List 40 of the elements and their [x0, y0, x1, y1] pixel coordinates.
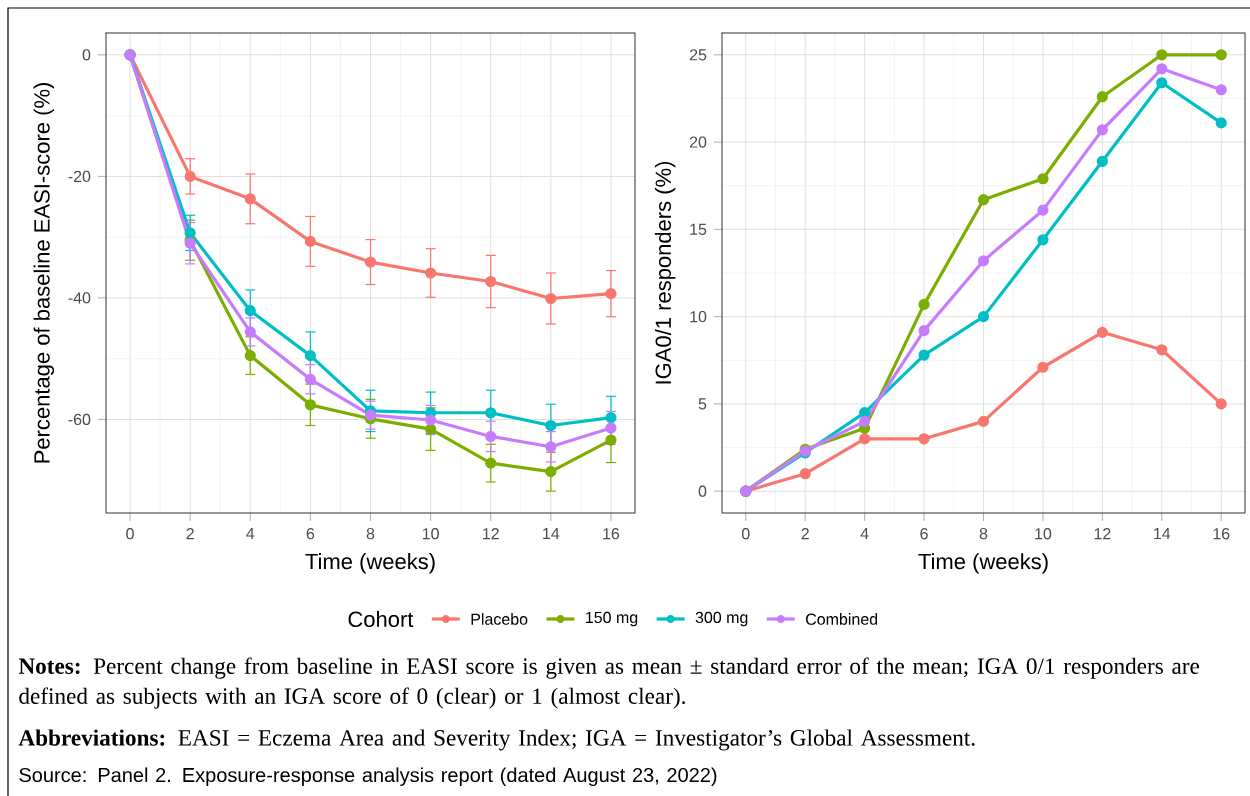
legend-label: Placebo — [471, 613, 528, 625]
text: Notes: Percent change from baseline in EASI score is given as mean ± standard error of the mean; IGA 0/1 responders are defined as subjects with an IGA score of 0 (clear) or 1 (almost clear). — [18, 657, 1200, 709]
source-note: Source: Panel 2. Exposure-response analysis report (dated August 23, 2022) — [19, 767, 717, 787]
x-tick-label: 12 — [1094, 528, 1111, 540]
x-tick-label: 0 — [741, 528, 750, 540]
x-tick-label: 2 — [801, 528, 809, 540]
x-tick-label: 0 — [126, 528, 134, 540]
y-tick-label: 20 — [689, 136, 707, 148]
x-axis-title: Time (weeks) — [918, 553, 1048, 574]
y-axis-title: Percentage of baseline EASI-score (%) — [33, 83, 55, 463]
x-tick-label: 14 — [543, 528, 560, 540]
y-tick-label: 15 — [690, 223, 707, 235]
x-tick-label: 16 — [603, 528, 620, 540]
x-tick-label: 4 — [860, 528, 869, 540]
y-tick-label: 5 — [698, 398, 707, 410]
y-tick-label: 0 — [82, 49, 91, 61]
x-tick-label: 12 — [483, 528, 499, 540]
y-tick-label: 10 — [690, 310, 707, 323]
legend-title: Cohort — [348, 610, 414, 628]
y-axis-title: IGA0/1 responders (%) — [654, 161, 676, 384]
x-tick-label: 14 — [1154, 528, 1171, 540]
x-tick-label: 6 — [920, 528, 928, 540]
x-tick-label: 8 — [366, 528, 375, 540]
legend-label: Combined — [806, 613, 878, 625]
x-axis-title: Time (weeks) — [305, 553, 435, 574]
x-tick-label: 16 — [1213, 528, 1230, 540]
x-tick-label: 8 — [979, 528, 988, 540]
x-tick-label: 4 — [246, 528, 255, 540]
legend-label: 300 mg — [695, 611, 748, 627]
y-tick-label: -40 — [68, 292, 91, 304]
legend-label: 150 mg — [586, 611, 638, 627]
y-tick-label: 0 — [698, 485, 707, 497]
y-tick-label: -60 — [68, 413, 91, 426]
x-tick-label: 10 — [422, 528, 439, 540]
text: Abbreviations: EASI = Eczema Area and Severity Index; IGA = Investigator’s Global Assessment. — [18, 729, 975, 751]
x-tick-label: 6 — [306, 528, 315, 540]
x-tick-label: 2 — [186, 528, 194, 540]
y-tick-label: 25 — [689, 49, 707, 61]
x-tick-label: 10 — [1035, 528, 1052, 540]
y-tick-label: -20 — [68, 170, 91, 183]
